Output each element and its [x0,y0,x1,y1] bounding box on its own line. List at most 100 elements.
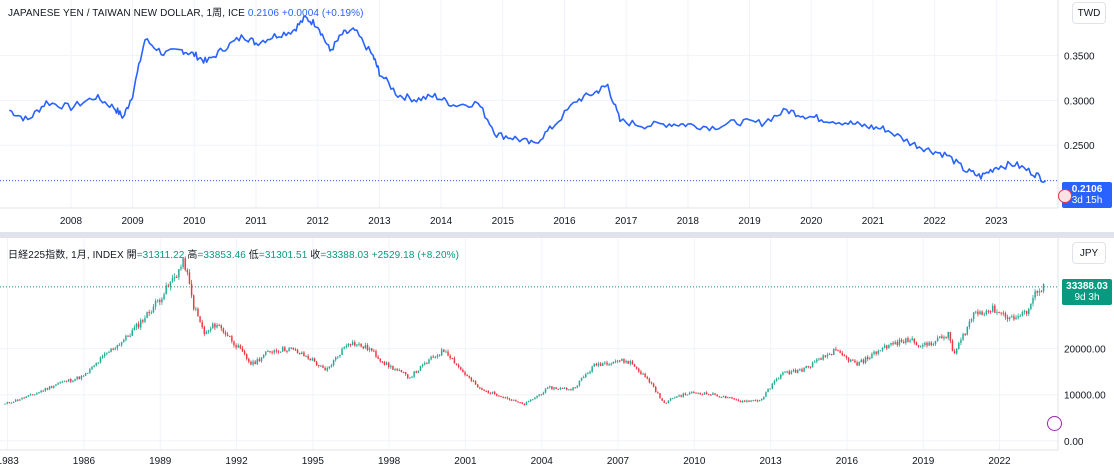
candle-body [53,385,55,388]
candle-body [805,366,807,368]
candle-body [99,357,102,363]
candle-body [42,390,44,392]
top-symbol-title[interactable]: JAPANESE YEN / TAIWAN NEW DOLLAR, 1周, IC… [8,8,245,19]
candle-body [269,351,271,353]
candle-body [763,396,765,400]
candle-body [570,389,572,391]
candle-body [243,351,246,354]
y-tick-label: 0.3500 [1064,52,1095,63]
bottom-chart-svg[interactable]: 20000.00 10000.00 0.00 1983 1986 1989 1992 1995… [0,238,1114,471]
candle-body [347,343,350,346]
candle-body [788,371,791,374]
event-marker-icon[interactable] [1047,416,1062,431]
candle-body [322,365,324,368]
candle-body [464,372,466,375]
candle-body [650,382,653,384]
candle-body [294,349,297,351]
candle-body [782,372,784,375]
bottom-symbol-title[interactable]: 日経225指数, 1月, INDEX [8,250,124,261]
candle-body [748,400,750,402]
bottom-currency-button[interactable]: JPY [1072,242,1106,264]
x-tick-label: 2013 [759,456,782,467]
candle-body [801,369,803,372]
candle-body [941,336,943,339]
candle-body [1017,316,1019,318]
x-tick-label: 2020 [800,216,823,227]
candle-body [449,355,451,359]
candle-body [91,366,93,370]
candle-body [847,357,850,362]
candle-body [799,369,801,371]
candle-body [176,276,178,278]
candle-body [949,331,952,341]
candle-body [373,350,375,352]
candle-body [663,400,665,403]
top-currency-button[interactable]: TWD [1072,2,1106,24]
candle-body [216,325,218,328]
candle-body [627,360,629,364]
candle-body [534,397,536,400]
candle-body [510,399,513,401]
candle-body [252,361,254,365]
candle-body [468,375,470,378]
candle-body [472,380,475,382]
candle-body [290,347,292,349]
candle-body [849,359,852,362]
candle-body [44,388,47,391]
candle-body [587,373,589,375]
candle-body [828,354,831,356]
candle-body [710,394,712,396]
candle-body [150,312,153,314]
candle-body [379,358,381,362]
candle-body [188,272,191,284]
bottom-price-badge: 33388.03 9d 3h [1062,279,1112,305]
candle-body [438,355,441,357]
bottom-chart-pane[interactable]: 20000.00 10000.00 0.00 1983 1986 1989 1992 1995… [0,238,1114,471]
x-tick-label: 1992 [225,456,248,467]
candle-body [392,365,394,370]
candle-body [879,350,882,352]
alert-icon[interactable] [1058,189,1072,203]
pane-separator[interactable] [0,232,1114,238]
candle-body [354,342,356,346]
candle-body [101,355,104,358]
candle-body [265,351,267,355]
bottom-high-label: 高 [187,250,198,261]
candle-body [826,354,829,357]
candle-body [142,320,144,322]
candle-body [82,375,85,377]
candle-body [320,365,322,367]
bottom-change-value: +2529.18 (+8.20%) [371,250,460,261]
top-chart-svg[interactable]: 0.3500 0.3000 0.2500 2008 2009 2010 2011 2012 20… [0,0,1114,232]
candle-body [996,311,998,313]
candle-body [775,379,778,382]
candle-body [551,386,553,390]
candle-body [288,348,290,352]
candle-body [201,322,203,328]
candle-body [125,335,127,340]
candle-body [886,345,888,349]
x-tick-label: 2023 [985,216,1008,227]
candle-body [156,300,159,302]
candle-body [370,348,373,351]
candle-body [394,368,396,370]
x-tick-label: 2019 [912,456,935,467]
candle-body [436,355,439,357]
top-chart-pane[interactable]: 0.3500 0.3000 0.2500 2008 2009 2010 2011 2012 20… [0,0,1114,232]
x-tick-label: 1998 [378,456,401,467]
candle-body [699,392,701,395]
candle-body [854,360,856,363]
candle-body [182,258,184,268]
candle-body [733,398,735,400]
candle-body [1025,310,1028,314]
candle-body [809,366,812,368]
candle-body [328,366,331,369]
candle-body [981,311,983,315]
candle-body [417,370,420,373]
candle-body [6,402,8,404]
bottom-close-label: 收 [310,250,321,261]
candle-body [909,340,911,342]
candle-body [975,311,977,313]
candle-body [190,283,193,296]
candle-body [339,355,341,357]
